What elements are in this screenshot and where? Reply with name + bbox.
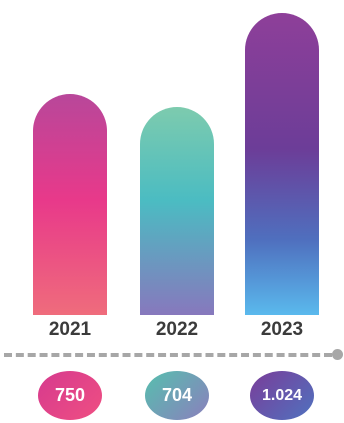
year-label-2021: 2021 xyxy=(48,319,92,340)
value-badge-2023: 1.024 xyxy=(250,371,314,420)
bar-2021 xyxy=(33,94,107,315)
dashed-divider xyxy=(4,353,332,357)
value-badge-2021: 750 xyxy=(38,371,102,420)
bar-2022 xyxy=(140,107,214,315)
year-label-2022: 2022 xyxy=(155,319,199,340)
bar-2023 xyxy=(245,13,319,315)
divider-end-dot xyxy=(332,349,343,360)
year-label-2023: 2023 xyxy=(260,319,304,340)
value-badge-2022: 704 xyxy=(145,371,209,420)
